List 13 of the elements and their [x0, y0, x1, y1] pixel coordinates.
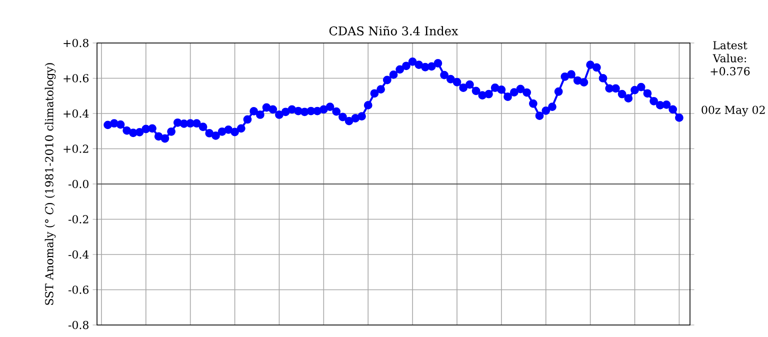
y-tick-label: -0.4: [68, 250, 89, 259]
y-tick-label: -0.0: [68, 180, 88, 188]
chart-title: CDAS Niño 3.4 Index: [329, 26, 458, 36]
y-tick-label: +0.6: [64, 74, 89, 82]
y-tick-label: +0.2: [64, 144, 88, 153]
y-axis-title: SST Anomaly (° C) (1981-2010 climatology): [44, 63, 56, 305]
text: Latest Value: +0.376: [710, 41, 750, 76]
y-tick-label: +0.4: [64, 109, 89, 118]
y-tick-label: -0.6: [68, 286, 89, 294]
y-tick-label: -0.2: [68, 215, 88, 224]
y-tick-label: +0.8: [64, 38, 88, 48]
y-tick-label: -0.8: [68, 320, 88, 330]
text: 00z May 02: [702, 106, 765, 116]
